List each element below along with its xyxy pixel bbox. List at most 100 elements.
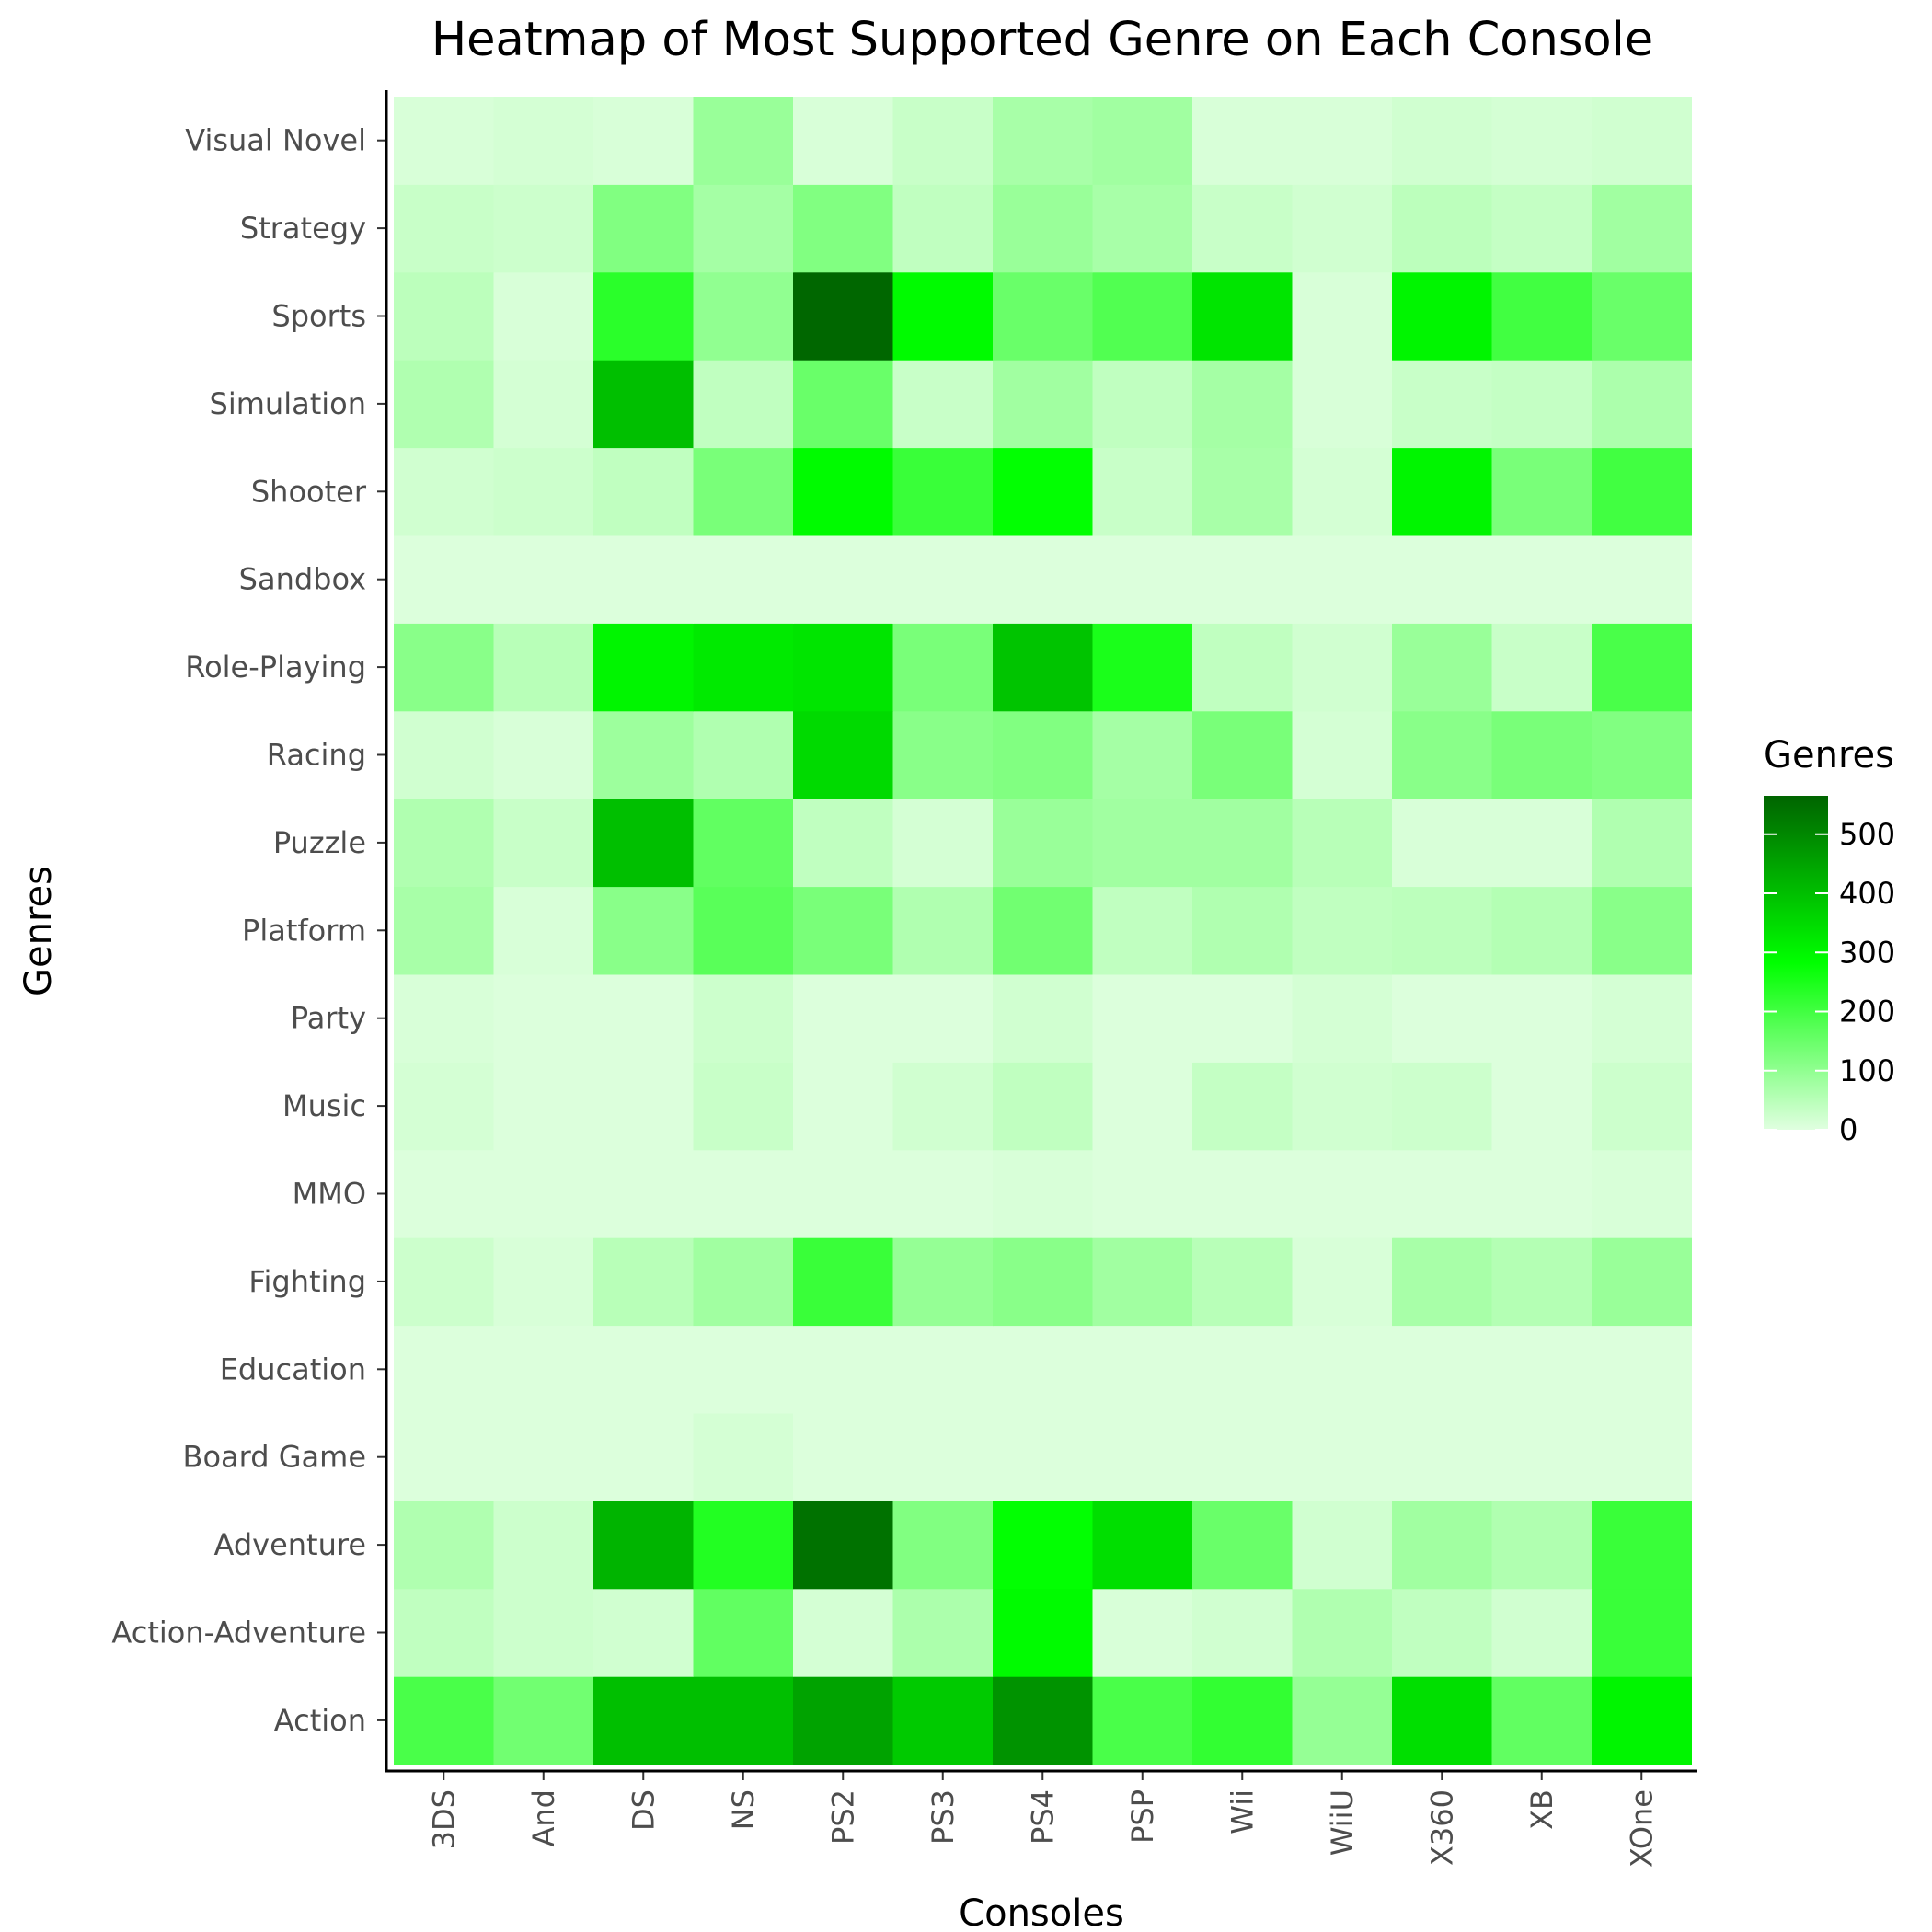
heatmap-cell [793,1588,893,1677]
x-tick-label: DS [626,1789,661,1831]
heatmap-cell [1092,623,1193,712]
heatmap-cell [1392,1325,1492,1414]
heatmap-cell [1192,1676,1293,1765]
heatmap-cell [394,97,494,185]
heatmap-cell [394,271,494,361]
heatmap-cell [593,360,694,449]
heatmap-cell [1092,184,1193,273]
legend-tick-label: 200 [1839,995,1895,1029]
heatmap-cell [1292,1062,1393,1151]
heatmap-cells [394,97,1692,1765]
legend-color-bar [1764,796,1828,1130]
heatmap-cell [793,184,893,273]
heatmap-cell [993,1676,1093,1765]
heatmap-cell [1491,710,1593,799]
x-tick-label: NS [726,1789,761,1830]
y-tick-label: Action-Adventure [111,1616,366,1650]
heatmap-cell [892,447,994,536]
heatmap-cell [1192,1149,1293,1238]
heatmap-cell [1392,1676,1492,1765]
heatmap-cell [1192,1413,1293,1501]
heatmap-cell [1392,1588,1492,1677]
heatmap-cell [394,623,494,712]
x-tick-label: PS4 [1025,1789,1060,1845]
heatmap-cell [1392,799,1492,888]
heatmap-cell [593,97,694,185]
heatmap-cell [1092,799,1193,888]
heatmap-cell [394,1149,494,1238]
heatmap-cell [593,1237,694,1327]
y-tick-label: Music [282,1088,366,1123]
heatmap-cell [1491,1676,1593,1765]
heatmap-cell [1092,360,1193,449]
heatmap-cell [593,1149,694,1238]
y-tick-label: Shooter [251,474,367,509]
heatmap-cell [993,360,1093,449]
heatmap-cell [993,535,1093,624]
heatmap-cell [693,1413,794,1501]
heatmap-cell [993,447,1093,536]
heatmap-cell [793,1062,893,1151]
heatmap-cell [593,1325,694,1414]
heatmap-cell [693,1676,794,1765]
heatmap-cell [1491,184,1593,273]
heatmap-cell [1192,799,1293,888]
heatmap-cell [693,447,794,536]
heatmap-cell [892,1325,994,1414]
heatmap-cell [1491,360,1593,449]
heatmap-cell [394,360,494,449]
heatmap-cell [1092,1237,1193,1327]
heatmap-cell [394,1062,494,1151]
heatmap-cell [1092,535,1193,624]
heatmap-cell [1392,1062,1492,1151]
heatmap-cell [1392,886,1492,975]
heatmap-cell [1392,1413,1492,1501]
heatmap-cell [793,447,893,536]
heatmap-cell [693,1325,794,1414]
heatmap-cell [693,1588,794,1677]
heatmap-cell [1292,447,1393,536]
heatmap-cell [1491,799,1593,888]
y-tick-label: Platform [242,913,366,948]
heatmap-cell [593,1413,694,1501]
heatmap-cell [1592,1237,1692,1327]
legend-title: Genres [1764,734,1894,776]
heatmap-cell [1292,1413,1393,1501]
heatmap-cell [892,1413,994,1501]
heatmap-cell [892,623,994,712]
heatmap-cell [394,710,494,799]
heatmap-cell [1592,97,1692,185]
heatmap-cell [1392,447,1492,536]
heatmap-cell [793,886,893,975]
heatmap-cell [394,1588,494,1677]
heatmap-cell [993,799,1093,888]
heatmap-cell [1092,1149,1193,1238]
heatmap-cell [993,623,1093,712]
x-tick-label: PS2 [825,1789,860,1845]
heatmap-cell [1592,710,1692,799]
x-tick-label: XB [1524,1789,1559,1830]
y-tick-label: MMO [293,1177,366,1212]
heatmap-cell [1292,710,1393,799]
heatmap-cell [793,974,893,1063]
heatmap-cell [1592,799,1692,888]
heatmap-cell [1192,1588,1293,1677]
heatmap-cell [394,799,494,888]
heatmap-cell [1392,535,1492,624]
heatmap-cell [394,447,494,536]
heatmap-cell [493,97,594,185]
heatmap-cell [793,623,893,712]
heatmap-cell [1292,360,1393,449]
heatmap-cell [1192,535,1293,624]
y-tick-label: Education [220,1351,366,1386]
heatmap-cell [1491,271,1593,361]
heatmap-cell [593,1501,694,1590]
heatmap-cell [493,1062,594,1151]
heatmap-cell [693,97,794,185]
heatmap-cell [1392,974,1492,1063]
heatmap-cell [1192,271,1293,361]
heatmap-cell [892,1149,994,1238]
heatmap-cell [1292,1588,1393,1677]
heatmap-cell [493,1588,594,1677]
heatmap-cell [1392,710,1492,799]
